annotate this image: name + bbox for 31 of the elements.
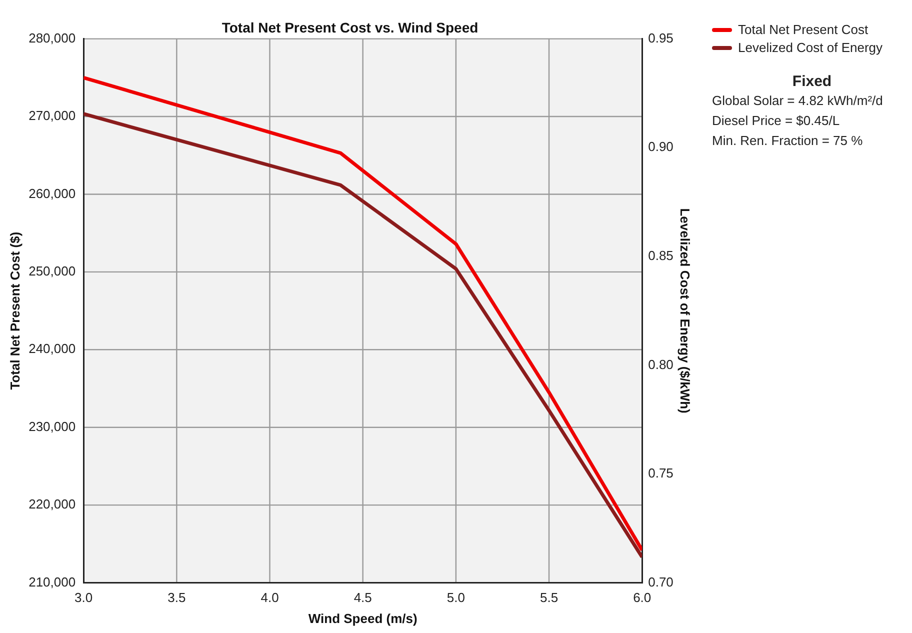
x-tick-label: 4.0 [260, 590, 279, 606]
x-tick-label: 3.0 [74, 590, 93, 606]
y-tick-label: 230,000 [28, 418, 76, 434]
y2-tick-label: 0.90 [648, 139, 674, 154]
y-tick-label: 250,000 [28, 264, 76, 279]
text: Diesel Price = $0.45/L [712, 113, 841, 128]
legend-label: Total Net Present Cost [737, 22, 870, 37]
y-tick-label: 260,000 [28, 186, 76, 201]
y-tick-label: 280,000 [28, 30, 76, 46]
y2-tick-label: 0.70 [648, 574, 674, 590]
x-tick-label: 6.0 [633, 590, 652, 606]
y2-tick-label: 0.95 [648, 30, 674, 46]
y-tick-label: 210,000 [28, 574, 76, 590]
x-tick-label: 5.5 [540, 590, 558, 606]
x-tick-label: 4.5 [354, 590, 372, 606]
legend-label: Levelized Cost of Energy [737, 40, 884, 55]
y-tick-label: 220,000 [28, 496, 76, 512]
y2-axis-title: Levelized Cost of Energy ($/kWh) [678, 208, 693, 414]
y-tick-label: 270,000 [28, 108, 76, 124]
y2-tick-label: 0.80 [648, 356, 674, 372]
text: Fixed [791, 73, 833, 90]
y2-tick-label: 0.85 [648, 248, 674, 263]
x-tick-label: 3.5 [168, 590, 186, 606]
text: Min. Ren. Fraction = 75 % [712, 133, 864, 148]
chart-title: Total Net Present Cost vs. Wind Speed [222, 19, 478, 36]
x-tick-label: 5.0 [446, 590, 465, 606]
x-axis-title: Wind Speed (m/s) [308, 610, 418, 626]
y2-tick-label: 0.75 [648, 466, 674, 481]
y-tick-label: 240,000 [28, 341, 76, 356]
y-axis-title: Total Net Present Cost ($) [7, 232, 22, 390]
text: Global Solar = 4.82 kWh/m²/d [712, 93, 884, 108]
